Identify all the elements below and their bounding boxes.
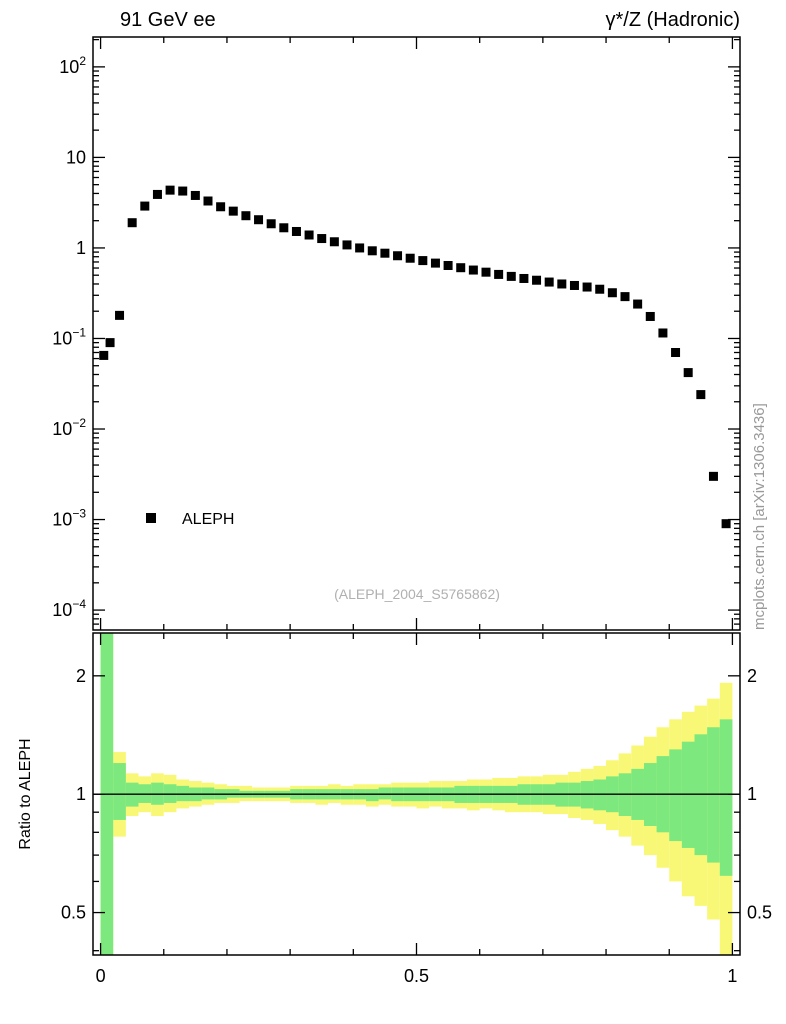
ratio-axis-label: Ratio to ALEPH	[17, 738, 34, 849]
x-tick-label: 0.5	[404, 966, 429, 986]
main-y-tick-label: 1	[76, 238, 86, 258]
analysis-id-watermark: (ALEPH_2004_S5765862)	[334, 586, 500, 602]
axis-ticks	[93, 37, 740, 955]
main-y-tick-label: 10−2	[52, 416, 86, 439]
title-beam-energy: 91 GeV ee	[120, 9, 216, 31]
title-process: γ*/Z (Hadronic)	[606, 9, 740, 31]
main-y-tick-label: 102	[59, 54, 86, 77]
main-y-tick-label: 10−4	[52, 597, 86, 620]
legend-label: ALEPH	[182, 511, 234, 528]
main-y-tick-label: 10−3	[52, 507, 86, 530]
panel-frames	[92, 36, 741, 956]
ratio-y-tick-label-right: 1	[747, 784, 757, 804]
legend-marker-square-icon	[146, 513, 156, 523]
main-y-tick-label: 10	[66, 147, 86, 167]
ratio-y-tick-label-left: 0.5	[61, 903, 86, 923]
data-points	[99, 185, 731, 529]
main-y-tick-label: 10−1	[52, 325, 86, 348]
x-tick-label: 1	[727, 966, 737, 986]
mcplots-credit: mcplots.cern.ch [arXiv:1306.3436]	[751, 403, 768, 630]
ratio-y-tick-label-right: 0.5	[747, 903, 772, 923]
ratio-y-tick-label-right: 2	[747, 666, 757, 686]
x-tick-label: 0	[96, 966, 106, 986]
axis-tick-labels: 102 10 1 10−1 10−2 10−3 10−4 2 2 1 1 0.5 0.5 0 0.5 1	[52, 54, 772, 986]
ratio-y-tick-label-left: 1	[76, 784, 86, 804]
ratio-y-tick-label-left: 2	[76, 666, 86, 686]
